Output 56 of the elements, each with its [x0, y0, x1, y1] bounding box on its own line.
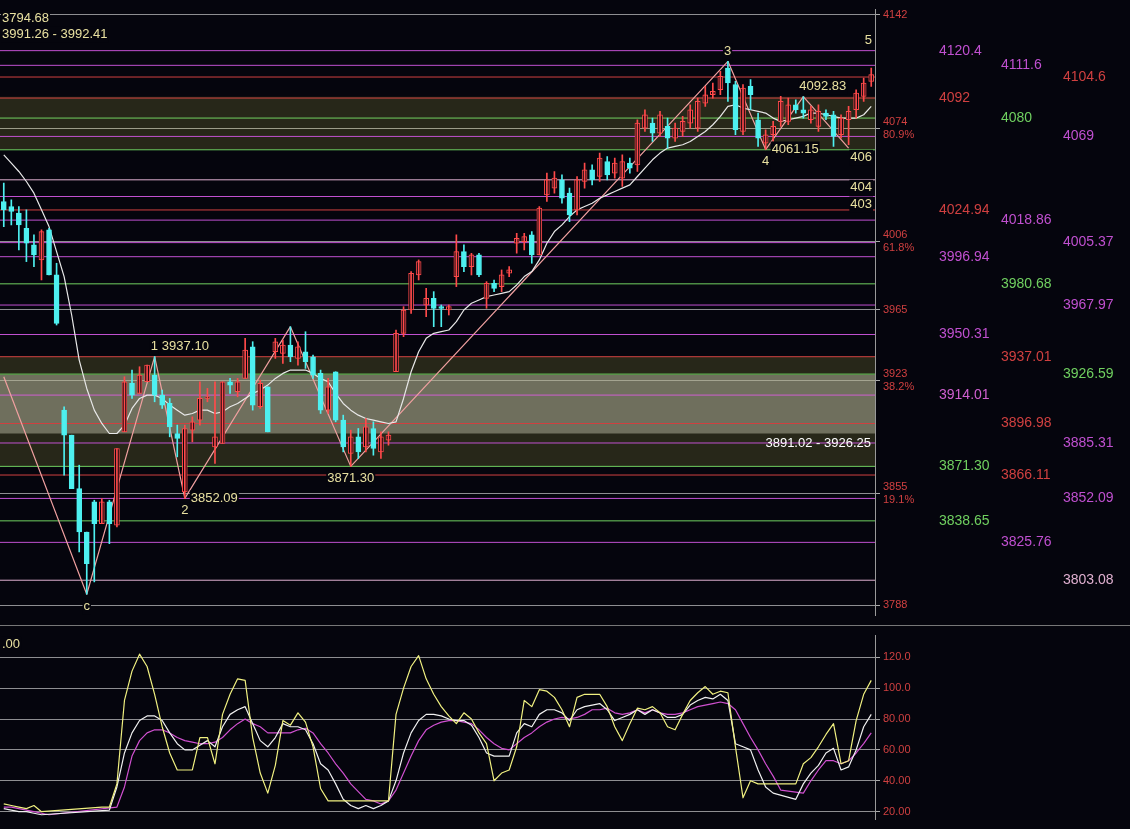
annotation: c: [83, 597, 91, 613]
annotation: 4092.83: [799, 78, 847, 94]
annotation: 3937.10: [161, 338, 209, 354]
y-tick-label: 100.0: [883, 681, 911, 694]
ref-line-label: 3871.30: [939, 457, 990, 474]
annotation: 3852.09: [190, 490, 238, 506]
y-tick-label: 3855 19.1%: [883, 480, 915, 506]
band-label: 3891.02 - 3926.25: [765, 434, 871, 450]
ref-line-label: 3885.31: [1063, 433, 1114, 450]
annotation: 3871.30: [327, 469, 375, 485]
annotation: .00: [2, 635, 21, 651]
y-tick-label: 4006 61.8%: [883, 228, 915, 254]
y-tick-label: 3788: [883, 598, 908, 611]
annotation: 403: [850, 196, 873, 212]
ref-line-label: 3967.97: [1063, 295, 1114, 312]
ref-line-label: 3980.68: [1001, 274, 1052, 291]
ref-line-label: 3896.98: [1001, 414, 1052, 431]
y-tick-label: 4074 80.9%: [883, 114, 915, 140]
annotation: 404: [850, 179, 873, 195]
y-tick-label: 60.00: [883, 742, 911, 755]
ref-line-label: 4120.4: [939, 41, 983, 58]
ref-line-label: 4080: [1001, 108, 1033, 125]
ref-line-label: 3914.01: [939, 385, 990, 402]
ref-line-label: 4104.6: [1063, 67, 1107, 84]
ref-line-label: 4018.86: [1001, 210, 1052, 227]
annotation: 4: [762, 153, 770, 169]
annotation: 4061.15: [771, 141, 819, 157]
annotation: 3: [723, 42, 732, 58]
ref-line-label: 3852.09: [1063, 489, 1114, 506]
y-tick-label: 3965: [883, 303, 908, 316]
ref-line-label: 4111.6: [1001, 56, 1042, 73]
y-tick-label: 20.00: [883, 804, 911, 817]
annotation: 406: [850, 149, 873, 165]
ref-line-label: 3866.11: [1001, 465, 1051, 482]
ref-line-label: 3838.65: [939, 511, 990, 528]
y-tick-label: 80.00: [883, 712, 911, 725]
annotation: 2: [181, 502, 189, 518]
annotation: 3794.68: [2, 9, 49, 25]
candlestick: [438, 304, 445, 328]
y-tick-label: 120.0: [883, 650, 911, 663]
y-tick-label: 40.00: [883, 773, 911, 786]
ref-line-label: 3926.59: [1063, 364, 1114, 381]
ref-line-label: 4092: [939, 88, 971, 105]
annotation: 5: [864, 32, 872, 48]
ref-line-label: 3996.94: [939, 247, 990, 264]
ref-line-label: 3937.01: [1001, 347, 1052, 364]
y-tick-label: 3923 38.2%: [883, 366, 915, 392]
ref-line-label: 4005.37: [1063, 233, 1114, 250]
ref-line-label: 3825.76: [1001, 533, 1052, 550]
ref-line-label: 3803.08: [1063, 571, 1114, 588]
ref-line-label: 4024.94: [939, 200, 990, 217]
annotation: 1: [150, 338, 158, 354]
annotation: 3991.26 - 3992.41: [2, 25, 108, 41]
ref-line-label: 4069: [1063, 127, 1095, 144]
ref-line-label: 3950.31: [939, 325, 990, 342]
y-tick-label: 4142: [883, 7, 908, 20]
